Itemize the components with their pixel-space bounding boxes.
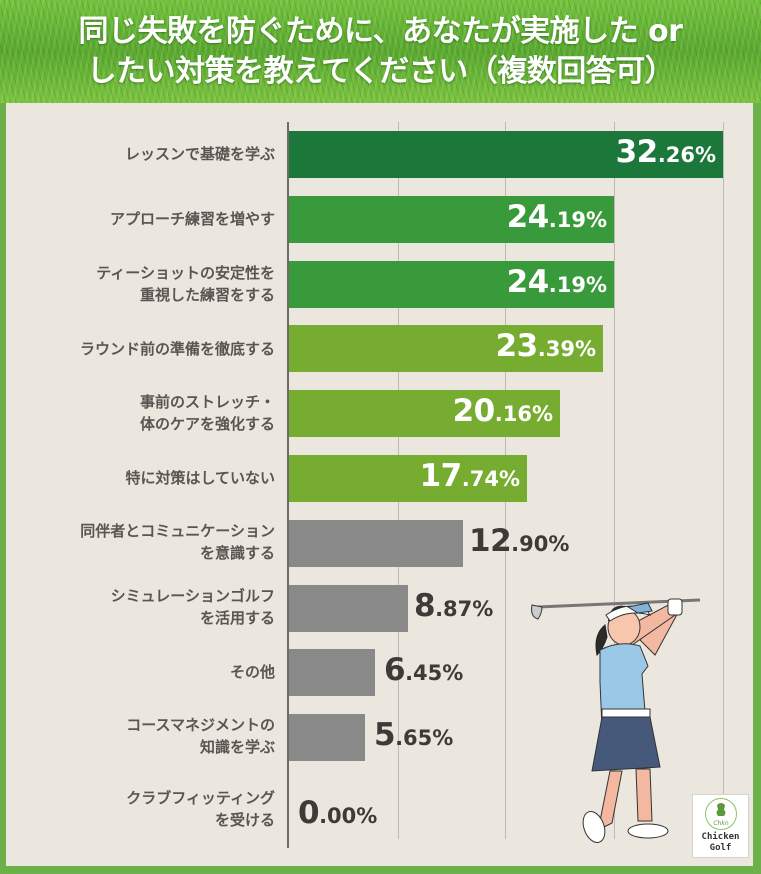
y-axis-line [287, 122, 289, 848]
gridline-4 [723, 122, 724, 839]
bar-teeshot [289, 261, 614, 308]
value-label: 20.16% [452, 393, 553, 429]
logo-text-line1: Chicken [701, 832, 740, 842]
category-label: クラブフィッティング を受ける [126, 789, 275, 829]
category-label: その他 [229, 663, 275, 681]
title-line-1: 同じ失敗を防ぐために、あなたが実施した or [78, 14, 683, 49]
gridline-3 [614, 122, 615, 839]
category-label: コースマネジメントの 知識を学ぶ [126, 716, 275, 756]
bar-other [289, 649, 375, 696]
bar-simulation [289, 585, 408, 632]
category-label: 事前のストレッチ・ 体のケアを強化する [139, 393, 275, 433]
logo-circle: Chkn [705, 798, 737, 830]
bar-round-prep [289, 325, 603, 372]
value-label: 12.90% [469, 523, 570, 559]
value-label: 17.74% [419, 458, 520, 494]
value-label: 32.26% [615, 134, 716, 170]
bar-none [289, 455, 527, 502]
value-label: 23.39% [495, 328, 596, 364]
chart-title: 同じ失敗を防ぐために、あなたが実施した or したい対策を教えてください（複数回… [0, 12, 761, 92]
value-label: 6.45% [384, 652, 464, 688]
category-label: 特に対策はしていない [125, 469, 275, 487]
chicken-icon: Chkn [713, 803, 729, 827]
category-label: ティーショットの安定性を 重視した練習をする [96, 264, 275, 304]
title-line-2: したい対策を教えてください（複数回答可） [86, 54, 675, 89]
category-label: アプローチ練習を増やす [109, 210, 275, 228]
bar-lesson [289, 131, 723, 178]
logo-text-line2: Golf [709, 843, 732, 853]
bar-communication [289, 520, 463, 567]
grass-header: 同じ失敗を防ぐために、あなたが実施した or したい対策を教えてください（複数回… [0, 0, 761, 103]
category-label: ラウンド前の準備を徹底する [79, 340, 275, 358]
value-label: 24.19% [506, 199, 607, 235]
category-label: 同伴者とコミュニケーション を意識する [80, 522, 275, 562]
bar-approach [289, 196, 614, 243]
bar-course-management [289, 714, 365, 761]
bar-stretch [289, 390, 560, 437]
category-label: レッスンで基礎を学ぶ [124, 145, 275, 163]
category-label: シミュレーションゴルフ を活用する [110, 587, 275, 627]
chicken-golf-logo: Chkn Chicken Golf [692, 794, 749, 858]
value-label: 0.00% [298, 795, 378, 831]
golfer-illustration [531, 598, 700, 843]
value-label: 8.87% [414, 588, 494, 624]
svg-text:Chkn: Chkn [713, 820, 728, 827]
value-label: 5.65% [374, 717, 454, 753]
value-label: 24.19% [506, 264, 607, 300]
